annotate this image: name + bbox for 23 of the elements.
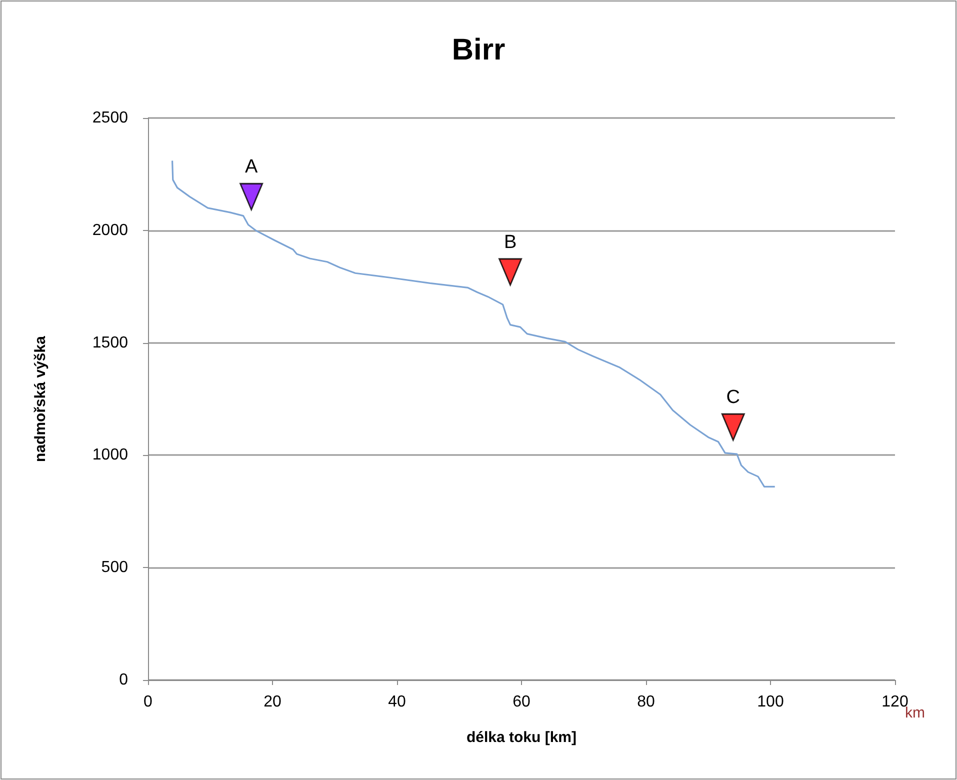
point (240, 182, 264, 210)
chart-title: Birr (452, 34, 506, 66)
x-tick-label: 80 (637, 694, 655, 710)
point (721, 413, 745, 441)
y-tick-label: 2000 (92, 222, 128, 239)
x-tick-label: 120 (882, 694, 908, 710)
x-axis-title: délka toku [km] (466, 729, 577, 746)
x-tick-label: 100 (757, 694, 784, 710)
x-tick-label: 20 (264, 694, 282, 710)
y-tick-label: 1500 (92, 334, 128, 352)
annotation: B (504, 232, 517, 253)
y-tick-label: 0 (119, 672, 128, 688)
annotation: C (726, 387, 740, 408)
y-axis-title: nadmořská výška (32, 335, 49, 462)
point (498, 258, 522, 286)
x-tick-label: 60 (512, 694, 530, 710)
x-tick-label: 40 (388, 694, 406, 710)
line-series (171, 160, 776, 488)
x-tick-label: 0 (144, 694, 153, 710)
y-tick-label: 2500 (92, 110, 128, 126)
annotation: A (244, 156, 258, 178)
y-tick-label: 500 (101, 559, 128, 576)
y-tick-label: 1000 (92, 446, 128, 464)
